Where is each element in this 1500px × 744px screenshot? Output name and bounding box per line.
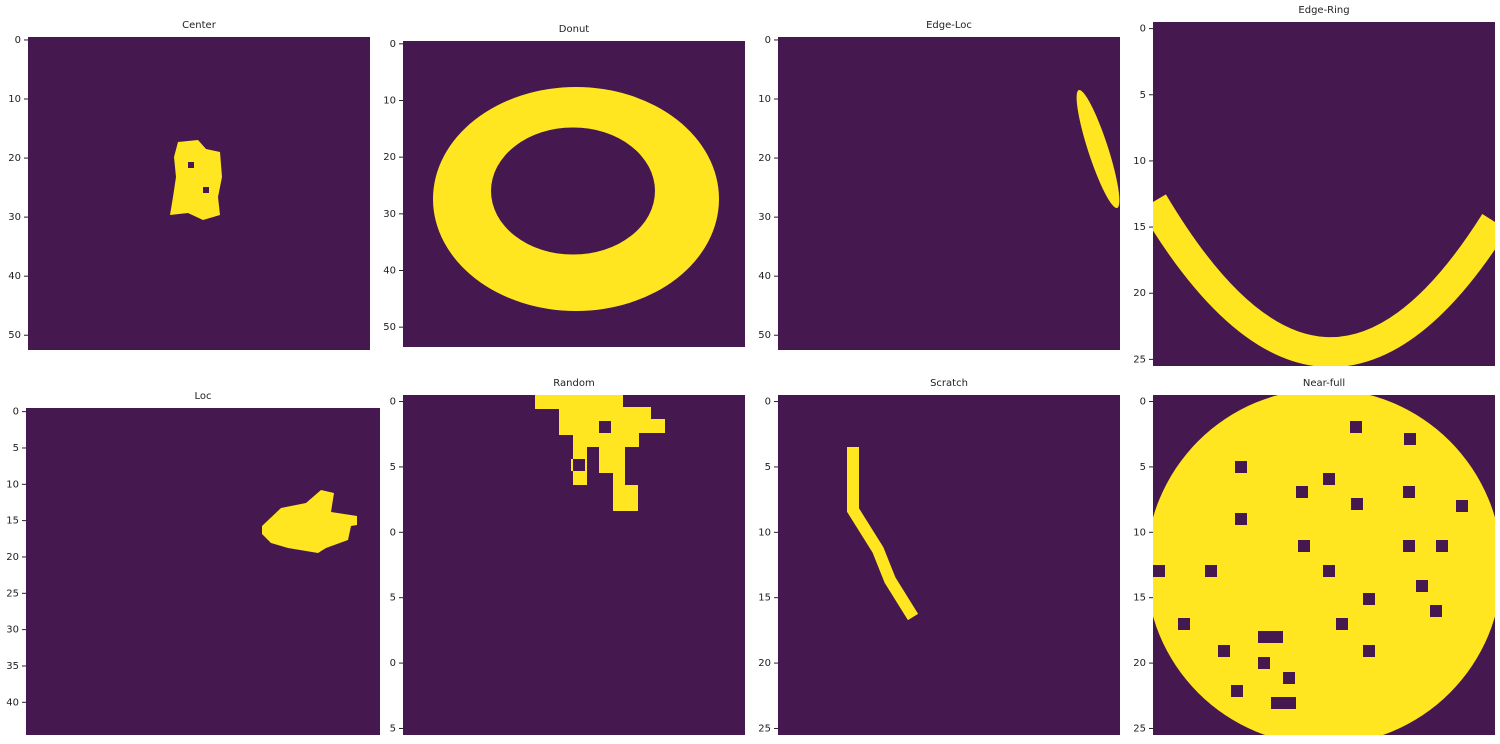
y-tick-label: 50 (758, 330, 771, 341)
y-tick-label: 0 (765, 35, 771, 46)
edge-band (1153, 194, 1495, 366)
panel (403, 395, 745, 735)
y-tick-label: 5 (390, 462, 396, 473)
y-tick-label: 5 (390, 593, 396, 604)
panel-title: Edge-Ring (1298, 5, 1349, 16)
panel-title: Edge-Loc (926, 20, 972, 31)
hole (203, 187, 209, 193)
y-tick-label: 5 (1140, 90, 1146, 101)
y-tick-label: 5 (1140, 462, 1146, 473)
panel (778, 37, 1120, 350)
holes (1153, 421, 1468, 709)
y-tick-label: 0 (1140, 397, 1146, 408)
y-tick-label: 0 (390, 658, 396, 669)
image-background (1153, 22, 1495, 366)
ring (433, 87, 719, 311)
panel (1153, 22, 1495, 366)
y-tick-label: 20 (1133, 288, 1146, 299)
y-tick-label: 15 (1133, 222, 1146, 233)
y-tick-label: 40 (6, 697, 19, 708)
blob (535, 395, 665, 511)
image-background (778, 395, 1120, 735)
y-tick-label: 30 (6, 625, 19, 636)
scratch (847, 447, 919, 621)
y-tick-label: 25 (1133, 723, 1146, 734)
y-tick-label: 10 (758, 94, 771, 105)
panel-title: Scratch (930, 378, 968, 389)
y-tick-label: 40 (383, 266, 396, 277)
y-tick-label: 0 (390, 527, 396, 538)
y-tick-label: 40 (758, 271, 771, 282)
blob (1076, 89, 1120, 209)
panel-title: Center (182, 20, 217, 31)
y-tick-label: 10 (758, 527, 771, 538)
image-background (778, 37, 1120, 350)
y-tick-label: 25 (758, 723, 771, 734)
y-tick-label: 20 (383, 152, 396, 163)
y-tick-label: 0 (13, 407, 19, 418)
y-tick-label: 10 (6, 479, 19, 490)
y-tick-label: 10 (383, 96, 396, 107)
y-tick-label: 10 (1133, 527, 1146, 538)
y-tick-label: 35 (6, 661, 19, 672)
y-tick-label: 20 (758, 658, 771, 669)
y-tick-label: 20 (1133, 658, 1146, 669)
panel (403, 41, 745, 347)
panel-title: Near-full (1303, 378, 1345, 389)
hole (188, 162, 194, 168)
y-tick-label: 15 (6, 516, 19, 527)
blob (262, 490, 357, 553)
y-tick-label: 25 (1133, 354, 1146, 365)
y-tick-label: 30 (8, 212, 21, 223)
panel-title: Loc (194, 391, 211, 402)
panel (28, 37, 370, 350)
blob (170, 140, 222, 220)
panel (1153, 395, 1495, 735)
panel (26, 408, 380, 735)
y-tick-label: 50 (383, 322, 396, 333)
y-tick-label: 0 (765, 397, 771, 408)
y-tick-label: 5 (390, 723, 396, 734)
y-tick-label: 0 (15, 35, 21, 46)
y-tick-label: 30 (383, 209, 396, 220)
y-tick-label: 50 (8, 330, 21, 341)
image-background (26, 408, 380, 735)
panel-title: Random (553, 378, 594, 389)
y-tick-label: 30 (758, 212, 771, 223)
y-tick-label: 0 (390, 39, 396, 50)
y-tick-label: 25 (6, 588, 19, 599)
panel (778, 395, 1120, 735)
y-tick-label: 5 (765, 462, 771, 473)
y-tick-label: 10 (8, 94, 21, 105)
y-tick-label: 15 (758, 593, 771, 604)
y-tick-label: 40 (8, 271, 21, 282)
y-tick-label: 10 (1133, 156, 1146, 167)
hole (599, 421, 611, 433)
y-tick-label: 0 (390, 397, 396, 408)
y-tick-label: 20 (6, 552, 19, 563)
y-tick-label: 5 (13, 443, 19, 454)
y-tick-label: 0 (1140, 24, 1146, 35)
y-tick-label: 20 (8, 153, 21, 164)
panel-title: Donut (559, 24, 589, 35)
y-tick-label: 15 (1133, 593, 1146, 604)
y-tick-label: 20 (758, 153, 771, 164)
